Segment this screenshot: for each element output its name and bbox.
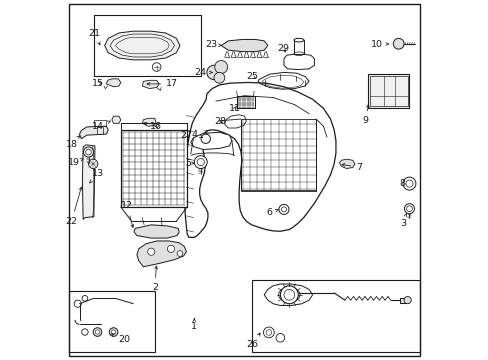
- Circle shape: [81, 329, 88, 335]
- Circle shape: [74, 300, 81, 307]
- Circle shape: [276, 333, 284, 342]
- Bar: [94, 15, 201, 76]
- Text: 12: 12: [121, 201, 133, 228]
- Polygon shape: [184, 82, 335, 237]
- Bar: [236, 96, 254, 108]
- Text: 11: 11: [228, 104, 240, 113]
- Circle shape: [95, 330, 100, 334]
- Polygon shape: [339, 159, 354, 168]
- Polygon shape: [104, 31, 180, 60]
- Bar: [94, 120, 106, 126]
- Text: 17: 17: [147, 80, 178, 89]
- Text: 16: 16: [143, 122, 161, 131]
- Text: 18: 18: [65, 136, 80, 149]
- Bar: [293, 40, 304, 54]
- Circle shape: [392, 39, 403, 49]
- Circle shape: [214, 60, 227, 73]
- Text: 2: 2: [152, 266, 158, 292]
- Circle shape: [111, 330, 116, 334]
- Circle shape: [82, 296, 88, 301]
- Circle shape: [167, 245, 174, 252]
- Circle shape: [177, 251, 183, 256]
- Text: 28: 28: [214, 117, 225, 126]
- Text: 24: 24: [194, 68, 212, 77]
- Text: 27: 27: [180, 131, 192, 140]
- Bar: [251, 280, 419, 352]
- Polygon shape: [142, 80, 159, 89]
- Polygon shape: [221, 40, 267, 51]
- Circle shape: [85, 149, 91, 155]
- Polygon shape: [190, 132, 231, 149]
- Text: 19: 19: [68, 158, 83, 167]
- Bar: [121, 130, 187, 207]
- Bar: [400, 298, 407, 303]
- Text: 25: 25: [246, 72, 258, 81]
- Circle shape: [278, 204, 288, 215]
- Text: 29: 29: [277, 44, 288, 53]
- Circle shape: [402, 177, 415, 190]
- Polygon shape: [137, 241, 186, 267]
- Circle shape: [147, 248, 155, 255]
- Text: 15: 15: [92, 80, 104, 89]
- Text: 13: 13: [89, 169, 104, 183]
- Circle shape: [403, 297, 410, 304]
- Text: 5: 5: [184, 159, 194, 168]
- Polygon shape: [134, 225, 179, 238]
- Bar: [241, 119, 316, 191]
- Circle shape: [194, 156, 207, 168]
- Text: 4: 4: [191, 130, 203, 139]
- Circle shape: [406, 206, 411, 212]
- Text: 21: 21: [88, 29, 101, 45]
- Bar: [367, 74, 408, 108]
- Circle shape: [93, 328, 102, 336]
- Text: 14: 14: [92, 121, 110, 131]
- Circle shape: [281, 207, 286, 212]
- Text: 23: 23: [205, 40, 221, 49]
- Circle shape: [201, 134, 210, 143]
- Text: 9: 9: [362, 105, 368, 125]
- Text: 10: 10: [370, 40, 388, 49]
- Text: 1: 1: [191, 319, 197, 331]
- Circle shape: [83, 147, 93, 157]
- Circle shape: [214, 72, 224, 83]
- Text: 20: 20: [111, 334, 130, 344]
- Circle shape: [197, 158, 204, 166]
- Polygon shape: [106, 79, 121, 87]
- Text: 26: 26: [246, 333, 260, 349]
- Circle shape: [263, 327, 274, 338]
- Text: 6: 6: [266, 208, 278, 217]
- Polygon shape: [112, 116, 121, 123]
- Bar: [121, 130, 187, 207]
- Text: 7: 7: [341, 163, 362, 172]
- Circle shape: [405, 180, 412, 187]
- Ellipse shape: [293, 39, 304, 42]
- Polygon shape: [142, 118, 156, 126]
- Text: 22: 22: [65, 187, 82, 226]
- Text: 8: 8: [399, 179, 405, 188]
- Circle shape: [88, 159, 98, 168]
- Bar: [369, 76, 407, 107]
- Circle shape: [152, 63, 161, 71]
- Circle shape: [280, 286, 298, 304]
- Polygon shape: [80, 126, 108, 139]
- Text: 3: 3: [399, 213, 406, 228]
- Polygon shape: [82, 145, 95, 220]
- Circle shape: [265, 329, 271, 335]
- Circle shape: [404, 204, 414, 214]
- Bar: [236, 96, 254, 108]
- Polygon shape: [284, 54, 314, 69]
- Bar: [69, 291, 155, 352]
- Circle shape: [109, 328, 118, 336]
- Circle shape: [284, 289, 294, 300]
- Circle shape: [206, 65, 221, 80]
